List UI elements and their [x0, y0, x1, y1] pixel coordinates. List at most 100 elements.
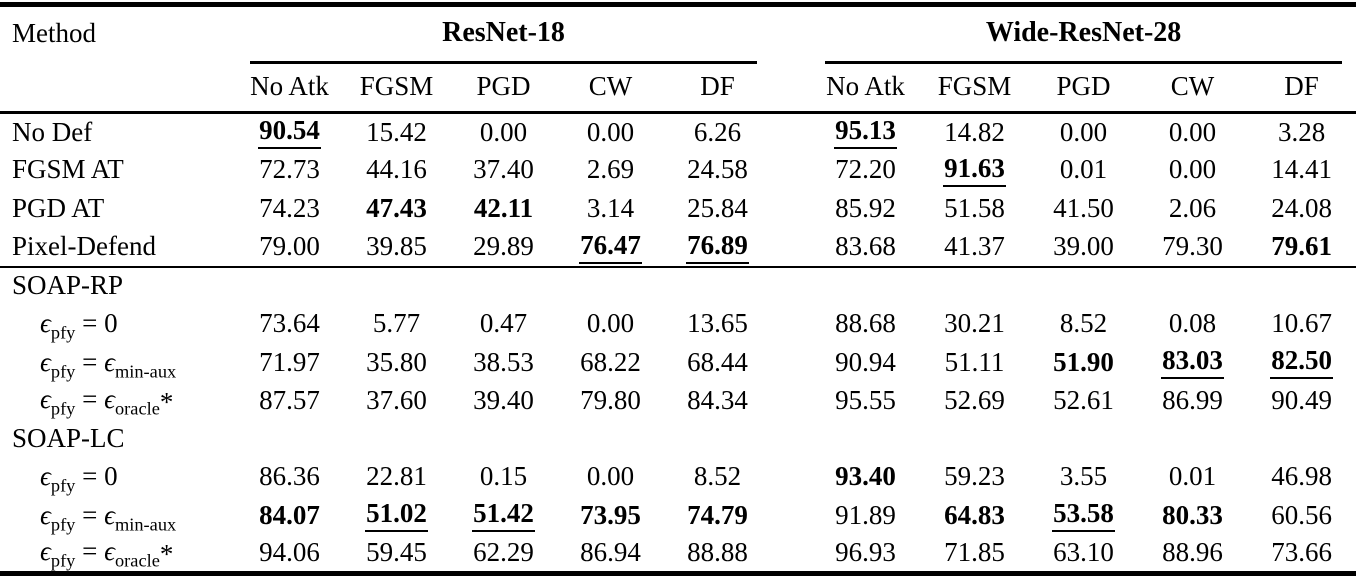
value-cell: 24.58 [687, 154, 748, 185]
value-cell: 22.81 [366, 461, 427, 492]
resnet18-group-label: ResNet-18 [442, 17, 565, 48]
column-header-resnet-18-pgd: PGD [450, 67, 557, 114]
value-cell: 76.89 [664, 228, 771, 267]
table-row-pfy-oracle: ϵpfy = ϵoracle* 87.57 37.60 39.40 79.80 84.34… [0, 381, 1356, 420]
value-cell: 79.61 [1271, 231, 1332, 262]
value-cell: 79.00 [259, 231, 320, 262]
value-cell: 95.13 [811, 112, 920, 151]
section-row-soap-rp: SOAP-RP [0, 265, 1356, 305]
value-cell: 79.30 [1162, 231, 1223, 262]
value-cell: 0.08 [1168, 307, 1217, 338]
asterisk: * [159, 539, 174, 569]
table-header: Method ResNet-18 Wide-ResNet-28 No Atk FG… [0, 5, 1356, 114]
value-cell: 82.50 [1247, 343, 1356, 382]
value-cell: 88.96 [1162, 537, 1223, 568]
empty-header-cell [0, 67, 236, 114]
value-cell: 86.36 [259, 461, 320, 492]
value-cell: 37.40 [473, 154, 534, 185]
value-cell: 35.80 [366, 346, 427, 377]
value-cell: 59.23 [944, 461, 1005, 492]
epsilon-symbol: ϵ [104, 383, 115, 414]
section-row-soap-lc: SOAP-LC [0, 420, 1356, 458]
value-cell: 2.69 [586, 154, 635, 185]
value-cell: 80.33 [1162, 499, 1223, 530]
value-cell: 90.94 [835, 346, 896, 377]
value-cell: 52.69 [944, 385, 1005, 416]
subscript: min-aux [115, 514, 177, 535]
value-cell: 60.56 [1271, 499, 1332, 530]
value-cell: 88.88 [687, 537, 748, 568]
value-cell: 87.57 [259, 385, 320, 416]
value-cell: 14.41 [1271, 154, 1332, 185]
value-cell: 8.52 [693, 461, 742, 492]
subscript: pfy [50, 360, 76, 381]
epsilon-symbol: ϵ [40, 535, 51, 566]
value-cell: 0.00 [1059, 116, 1108, 147]
value-cell: 30.21 [944, 307, 1005, 338]
value-cell: 29.89 [473, 231, 534, 262]
table-row-pgd-at: PGD AT 74.23 47.43 42.11 3.14 25.84 85.92 51.58… [0, 189, 1356, 228]
value-cell: 13.65 [687, 307, 748, 338]
method-label: Pixel-Defend [12, 231, 156, 262]
group-gap [771, 381, 811, 420]
table-row-pfy-0: ϵpfy = 0 73.64 5.77 0.47 0.00 13.65 88.68 30.21… [0, 304, 1356, 343]
method-label: ϵpfy = ϵmin-aux [40, 499, 177, 535]
value-cell: 63.10 [1053, 537, 1114, 568]
section-label: SOAP-RP [0, 265, 1356, 305]
value-cell: 74.23 [259, 193, 320, 224]
group-gap [771, 535, 811, 574]
value-cell: 90.54 [236, 112, 343, 151]
epsilon-symbol: ϵ [104, 499, 115, 530]
value-cell: 93.40 [835, 461, 896, 492]
column-header-wide-resnet-28-df: DF [1247, 67, 1356, 114]
table-row-pfy-0: ϵpfy = 0 86.36 22.81 0.15 0.00 8.52 93.40 59.23… [0, 458, 1356, 497]
subscript: pfy [50, 475, 76, 496]
method-column-header: Method [12, 17, 96, 48]
value-cell: 3.55 [1059, 461, 1108, 492]
value-cell: 14.82 [944, 116, 1005, 147]
value-cell: 86.99 [1162, 385, 1223, 416]
rule-under-resnet18 [250, 61, 758, 64]
subscript: min-aux [115, 360, 177, 381]
value-cell: 46.98 [1271, 461, 1332, 492]
epsilon-symbol: ϵ [40, 461, 51, 492]
epsilon-symbol: ϵ [40, 383, 51, 414]
value-cell: 90.49 [1271, 385, 1332, 416]
value-cell: 79.80 [580, 385, 641, 416]
value-cell: 52.61 [1053, 385, 1114, 416]
value-cell: 73.64 [259, 307, 320, 338]
value-cell: 59.45 [366, 537, 427, 568]
column-header-resnet-18-fgsm: FGSM [343, 67, 450, 114]
asterisk: * [159, 386, 174, 417]
value-cell: 5.77 [372, 307, 421, 338]
epsilon-symbol: ϵ [40, 499, 51, 530]
method-label: ϵpfy = ϵmin-aux [40, 346, 177, 381]
column-header-resnet-18-no-atk: No Atk [236, 67, 343, 114]
value-cell: 74.79 [687, 499, 748, 530]
value-cell: 3.28 [1277, 116, 1326, 147]
column-header-wide-resnet-28-pgd: PGD [1029, 67, 1139, 114]
value-cell: 51.02 [343, 496, 450, 535]
table-body: No Def 90.54 15.42 0.00 0.00 6.26 95.13 14.82 0.… [0, 112, 1356, 574]
value-cell: 0.00 [586, 307, 635, 338]
value-cell: 94.06 [259, 537, 320, 568]
value-cell: 72.73 [259, 154, 320, 185]
group-gap [771, 112, 811, 151]
value-cell: 39.00 [1053, 231, 1114, 262]
section-label: SOAP-LC [12, 423, 125, 454]
value-cell: 96.93 [835, 537, 896, 568]
epsilon-symbol: ϵ [104, 346, 115, 377]
value-cell: 0.00 [586, 116, 635, 147]
value-cell: 0.00 [1168, 154, 1217, 185]
value-cell: 15.42 [366, 116, 427, 147]
column-header-resnet-18-cw: CW [557, 67, 664, 114]
group-gap [771, 228, 811, 267]
value-cell: 51.42 [450, 496, 557, 535]
table-row-fgsm-at: FGSM AT 72.73 44.16 37.40 2.69 24.58 72.20 91.6… [0, 151, 1356, 190]
value-cell: 91.89 [835, 499, 896, 530]
value-cell: 37.60 [366, 385, 427, 416]
value-cell: 83.68 [835, 231, 896, 262]
value-cell: 83.03 [1138, 343, 1247, 382]
value-cell: 2.06 [1168, 193, 1217, 224]
